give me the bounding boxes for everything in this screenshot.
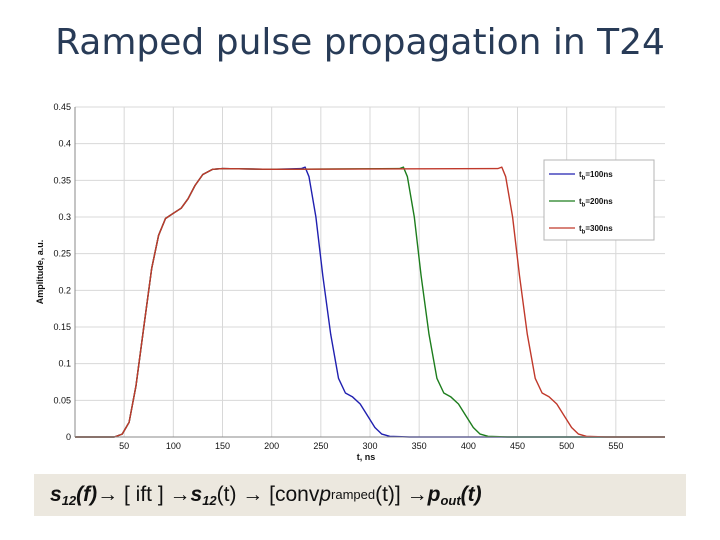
- series-lines: [75, 166, 665, 438]
- y-tick-label: 0.25: [53, 249, 71, 259]
- x-tick-label: 300: [362, 441, 377, 451]
- y-tick-label: 0.05: [53, 395, 71, 405]
- y-tick-label: 0.45: [53, 102, 71, 112]
- formula-conv-step: (t) → [conv: [216, 483, 320, 506]
- y-tick-label: 0.4: [58, 139, 71, 149]
- legend-box: [543, 159, 655, 241]
- formula-s12-f: s12(f): [50, 483, 98, 508]
- series-line-300ns: [75, 166, 665, 438]
- x-tick-label: 400: [461, 441, 476, 451]
- x-tick-label: 350: [412, 441, 427, 451]
- y-tick-label: 0.3: [58, 212, 71, 222]
- x-axis-label: t, ns: [357, 452, 376, 462]
- legend-label: tb=200ns: [579, 197, 613, 209]
- x-tick-label: 200: [264, 441, 279, 451]
- formula-s12-t: s12: [190, 483, 217, 508]
- slide-title: Ramped pulse propagation in T24: [55, 22, 665, 63]
- x-tick-label: 150: [215, 441, 230, 451]
- y-axis-label: Amplitude, a.u.: [35, 240, 45, 305]
- y-tick-label: 0.2: [58, 285, 71, 295]
- tick-labels: 50 100 150 200 250 300 350 400 450 500 550 0 0.05 0.1…: [53, 102, 623, 451]
- y-tick-label: 0.15: [53, 322, 71, 332]
- chart: 50 100 150 200 250 300 350 400 450 500 550 0 0.05 0.1…: [35, 102, 665, 462]
- x-tick-label: 550: [608, 441, 623, 451]
- x-tick-label: 450: [510, 441, 525, 451]
- formula-conv-close: (t)] →: [375, 483, 428, 506]
- formula-box: s12(f) → [ ift ] → s12 (t) → [conv p ramp…: [34, 474, 686, 516]
- x-tick-label: 500: [559, 441, 574, 451]
- legend-label: tb=100ns: [579, 170, 613, 182]
- formula-p-ramped: p: [319, 483, 332, 506]
- legend: tb=100ns tb=200ns tb=300ns: [543, 159, 655, 241]
- y-tick-label: 0.1: [58, 359, 71, 369]
- x-tick-label: 50: [119, 441, 129, 451]
- formula-p-out: pout(t): [427, 483, 482, 508]
- formula-ift-step: → [ ift ] →: [97, 483, 191, 506]
- legend-label: tb=300ns: [579, 224, 613, 236]
- x-tick-label: 250: [313, 441, 328, 451]
- x-tick-label: 100: [166, 441, 181, 451]
- y-tick-label: 0.35: [53, 175, 71, 185]
- y-tick-label: 0: [66, 432, 71, 442]
